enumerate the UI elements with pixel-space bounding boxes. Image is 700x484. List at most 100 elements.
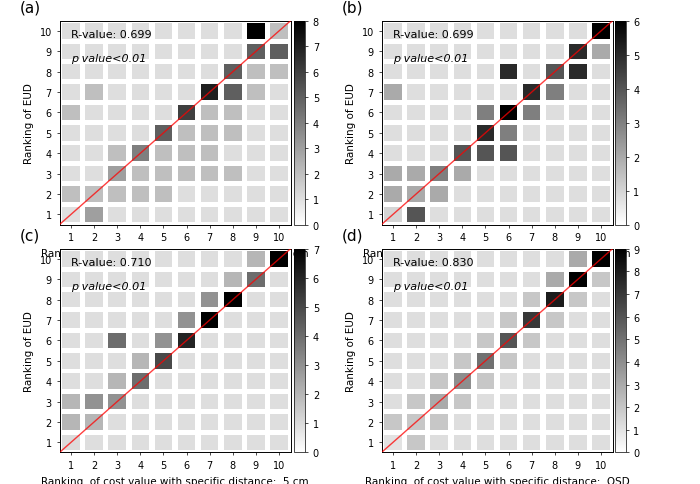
Bar — [546, 187, 564, 202]
Bar — [224, 414, 241, 430]
Bar — [523, 252, 540, 267]
Bar — [477, 435, 494, 450]
Bar — [108, 252, 126, 267]
Bar — [108, 292, 126, 308]
Bar — [477, 414, 494, 430]
Bar — [224, 45, 241, 60]
Bar — [247, 353, 265, 369]
Bar — [155, 85, 172, 101]
Bar — [384, 45, 402, 60]
Bar — [430, 414, 448, 430]
Bar — [247, 374, 265, 389]
Bar — [592, 333, 610, 348]
Bar — [178, 166, 195, 182]
Bar — [108, 333, 126, 348]
Bar — [247, 146, 265, 162]
Bar — [62, 435, 80, 450]
Bar — [155, 207, 172, 223]
Bar — [62, 187, 80, 202]
Bar — [247, 85, 265, 101]
Bar — [247, 292, 265, 308]
Bar — [108, 272, 126, 287]
Bar — [247, 24, 265, 40]
Bar — [454, 106, 471, 121]
Bar — [592, 313, 610, 328]
Bar — [270, 313, 288, 328]
Bar — [178, 333, 195, 348]
Bar — [108, 24, 126, 40]
Bar — [247, 65, 265, 80]
Bar — [132, 374, 149, 389]
Bar — [224, 292, 241, 308]
Bar — [592, 374, 610, 389]
Bar — [384, 292, 402, 308]
Bar — [85, 414, 103, 430]
Bar — [85, 65, 103, 80]
Bar — [270, 187, 288, 202]
Bar — [62, 207, 80, 223]
Bar — [201, 252, 218, 267]
Bar — [407, 414, 425, 430]
Bar — [178, 292, 195, 308]
Bar — [430, 24, 448, 40]
Bar — [569, 353, 587, 369]
Bar — [384, 126, 402, 141]
Bar — [155, 353, 172, 369]
Bar — [477, 45, 494, 60]
Bar — [569, 166, 587, 182]
Bar — [500, 207, 517, 223]
Bar — [224, 435, 241, 450]
Bar — [85, 252, 103, 267]
Bar — [546, 272, 564, 287]
Bar — [454, 272, 471, 287]
Bar — [407, 414, 425, 430]
Bar — [500, 435, 517, 450]
Bar — [224, 24, 241, 40]
Bar — [155, 313, 172, 328]
Bar — [523, 333, 540, 348]
Bar — [454, 187, 471, 202]
Bar — [201, 65, 218, 80]
Bar — [108, 166, 126, 182]
Bar — [201, 166, 218, 182]
Bar — [62, 313, 80, 328]
Bar — [592, 394, 610, 409]
Bar — [430, 187, 448, 202]
Bar — [201, 207, 218, 223]
Bar — [270, 24, 288, 40]
Bar — [407, 313, 425, 328]
Bar — [270, 374, 288, 389]
Text: p value<0.01: p value<0.01 — [393, 282, 468, 292]
Bar — [592, 272, 610, 287]
Y-axis label: Ranking of EUD: Ranking of EUD — [24, 83, 34, 164]
Bar — [546, 292, 564, 308]
Bar — [523, 106, 540, 121]
Bar — [132, 272, 149, 287]
Bar — [155, 65, 172, 80]
Bar — [569, 65, 587, 80]
Bar — [546, 85, 564, 101]
Bar — [407, 292, 425, 308]
Bar — [477, 374, 494, 389]
Bar — [270, 65, 288, 80]
Bar — [592, 126, 610, 141]
Bar — [224, 353, 241, 369]
Bar — [85, 166, 103, 182]
Bar — [85, 187, 103, 202]
Bar — [178, 65, 195, 80]
Bar — [454, 252, 471, 267]
Bar — [592, 292, 610, 308]
Bar — [592, 187, 610, 202]
Bar — [500, 292, 517, 308]
Bar — [546, 313, 564, 328]
Bar — [108, 374, 126, 389]
Bar — [201, 394, 218, 409]
Bar — [407, 435, 425, 450]
Bar — [569, 252, 587, 267]
Bar — [85, 24, 103, 40]
Bar — [155, 187, 172, 202]
Bar — [85, 85, 103, 101]
Bar — [384, 374, 402, 389]
Bar — [407, 374, 425, 389]
Bar — [270, 394, 288, 409]
